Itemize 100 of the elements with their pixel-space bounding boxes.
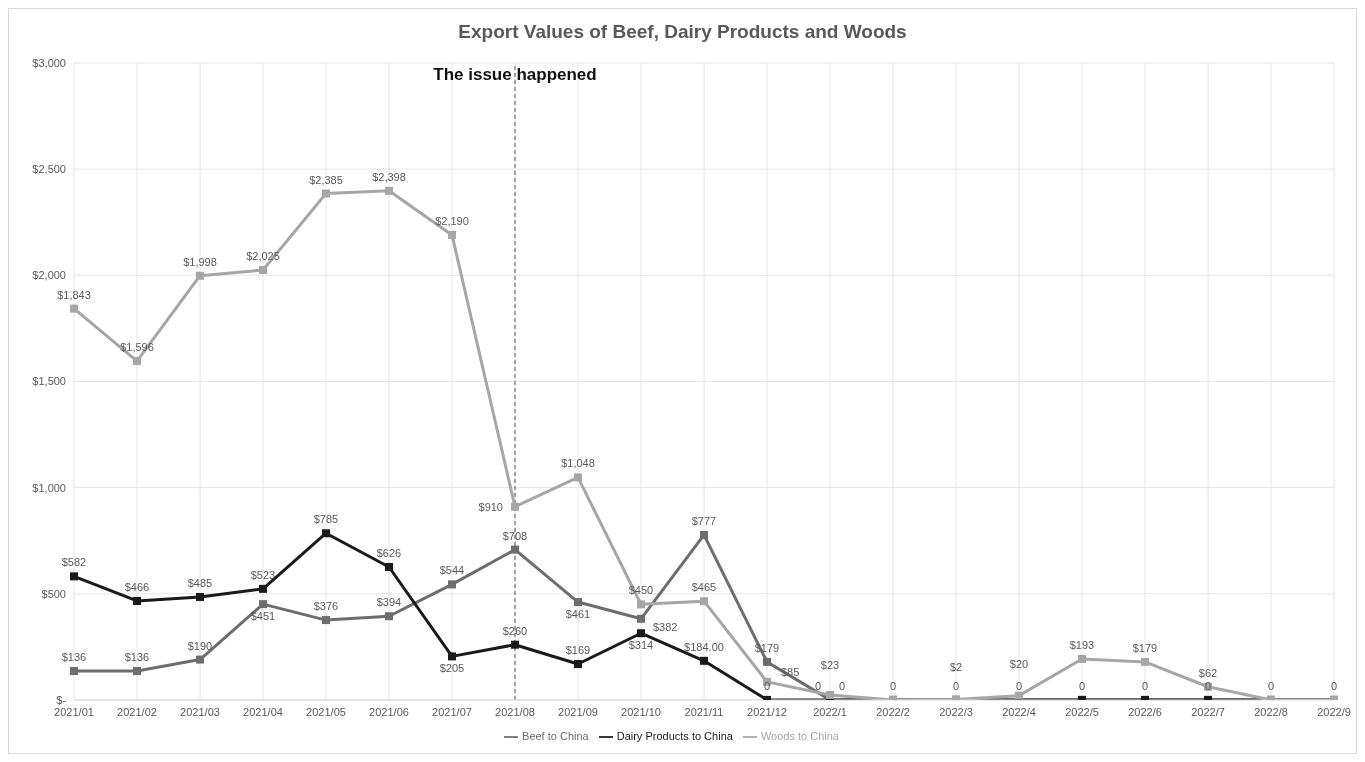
point [511, 502, 519, 511]
x-tick-label: 2021/11 [684, 705, 724, 718]
data-label: $485 [187, 576, 213, 589]
data-label: $461 [565, 608, 591, 621]
point [196, 271, 204, 280]
data-label: $136 [124, 651, 150, 664]
data-label: $169 [565, 644, 591, 657]
data-label: $2,190 [435, 214, 469, 227]
data-label: $582 [61, 556, 87, 569]
point [385, 186, 393, 195]
data-label: $136 [61, 651, 87, 664]
x-tick-label: 2021/01 [54, 705, 94, 718]
x-tick-label: 2021/10 [621, 705, 661, 718]
x-tick-label: 2021/12 [747, 705, 787, 718]
legend-label: Woods to China [760, 729, 839, 742]
point [322, 529, 330, 538]
y-tick-label: $500 [41, 587, 66, 600]
data-label: 0 [1078, 679, 1086, 692]
data-label: 0 [814, 679, 822, 692]
x-tick-label: 2022/3 [939, 705, 973, 718]
x-tick-label: 2022/2 [876, 705, 910, 718]
point [448, 580, 456, 589]
x-tick-label: 2021/06 [369, 705, 409, 718]
point [70, 667, 78, 676]
x-tick-label: 2021/09 [558, 705, 598, 718]
point [259, 266, 267, 274]
data-label: 0 [889, 679, 897, 692]
point [511, 640, 519, 649]
data-label: 0 [952, 679, 960, 692]
point [1141, 657, 1149, 666]
x-tick-label: 2021/05 [306, 705, 346, 718]
point [322, 616, 330, 625]
data-label: $394 [376, 596, 402, 609]
point [448, 230, 456, 239]
data-label: 0 [763, 679, 771, 692]
x-tick-label: 2022/5 [1065, 705, 1099, 718]
x-tick-label: 2022/6 [1128, 705, 1162, 718]
data-label: $1,048 [561, 457, 595, 470]
data-label: $451 [250, 610, 276, 623]
x-tick-label: 2021/04 [243, 705, 283, 718]
point [511, 545, 519, 554]
y-tick-label: $3,000 [32, 56, 66, 69]
data-label: $785 [313, 513, 339, 526]
data-label: $62 [1198, 666, 1218, 679]
data-label: 0 [1141, 679, 1149, 692]
x-tick-label: 2022/7 [1191, 705, 1225, 718]
data-label: $190 [187, 639, 213, 652]
data-label: $260 [502, 624, 528, 637]
point [1078, 654, 1086, 663]
data-label: $2 [949, 661, 963, 674]
y-tick-label: $1,500 [32, 375, 66, 388]
data-label: $184.00 [684, 640, 724, 653]
data-label: $2,385 [309, 173, 343, 186]
point [133, 357, 141, 366]
data-label: $20 [1009, 657, 1029, 670]
x-tick-label: 2022/9 [1317, 705, 1351, 718]
data-label: $382 [653, 620, 678, 633]
point [637, 614, 645, 623]
point [637, 629, 645, 638]
point [700, 530, 708, 539]
data-label: $1,596 [120, 341, 154, 354]
legend-label: Dairy Products to China [616, 729, 733, 742]
point [574, 598, 582, 607]
data-label: $626 [376, 547, 402, 560]
data-label: $777 [691, 514, 717, 527]
y-tick-label: $2,000 [32, 269, 66, 282]
point [70, 572, 78, 581]
point [448, 652, 456, 661]
point [637, 600, 645, 609]
data-label: $314 [628, 639, 654, 652]
point [385, 563, 393, 572]
point [763, 657, 771, 666]
x-tick-label: 2021/02 [117, 705, 157, 718]
data-label: 0 [1015, 679, 1023, 692]
chart-title: Export Values of Beef, Dairy Products and Woods [457, 20, 908, 44]
data-label: 0 [1267, 679, 1275, 692]
ref-line-label: The issue happened [433, 65, 597, 84]
x-tick-label: 2021/03 [180, 705, 220, 718]
point [259, 584, 267, 593]
data-label: $2,398 [372, 170, 406, 183]
data-label: $466 [124, 580, 150, 593]
point [700, 656, 708, 665]
data-label: $2,025 [246, 249, 280, 262]
data-label: $450 [628, 584, 654, 597]
data-label: 0 [838, 679, 846, 692]
data-label: $708 [502, 529, 528, 542]
point [133, 667, 141, 676]
data-label: $1,998 [183, 255, 217, 268]
data-label: $376 [313, 600, 339, 613]
legend-label: Beef to China [522, 729, 589, 742]
point [700, 597, 708, 606]
x-tick-label: 2022/8 [1254, 705, 1288, 718]
data-label: 0 [1330, 679, 1338, 692]
y-tick-label: $- [56, 693, 67, 706]
y-tick-label: $2,500 [32, 163, 66, 176]
x-tick-label: 2022/4 [1002, 705, 1036, 718]
data-label: $465 [691, 581, 717, 594]
point [574, 660, 582, 669]
point [1015, 691, 1023, 700]
data-label: $193 [1069, 638, 1095, 651]
